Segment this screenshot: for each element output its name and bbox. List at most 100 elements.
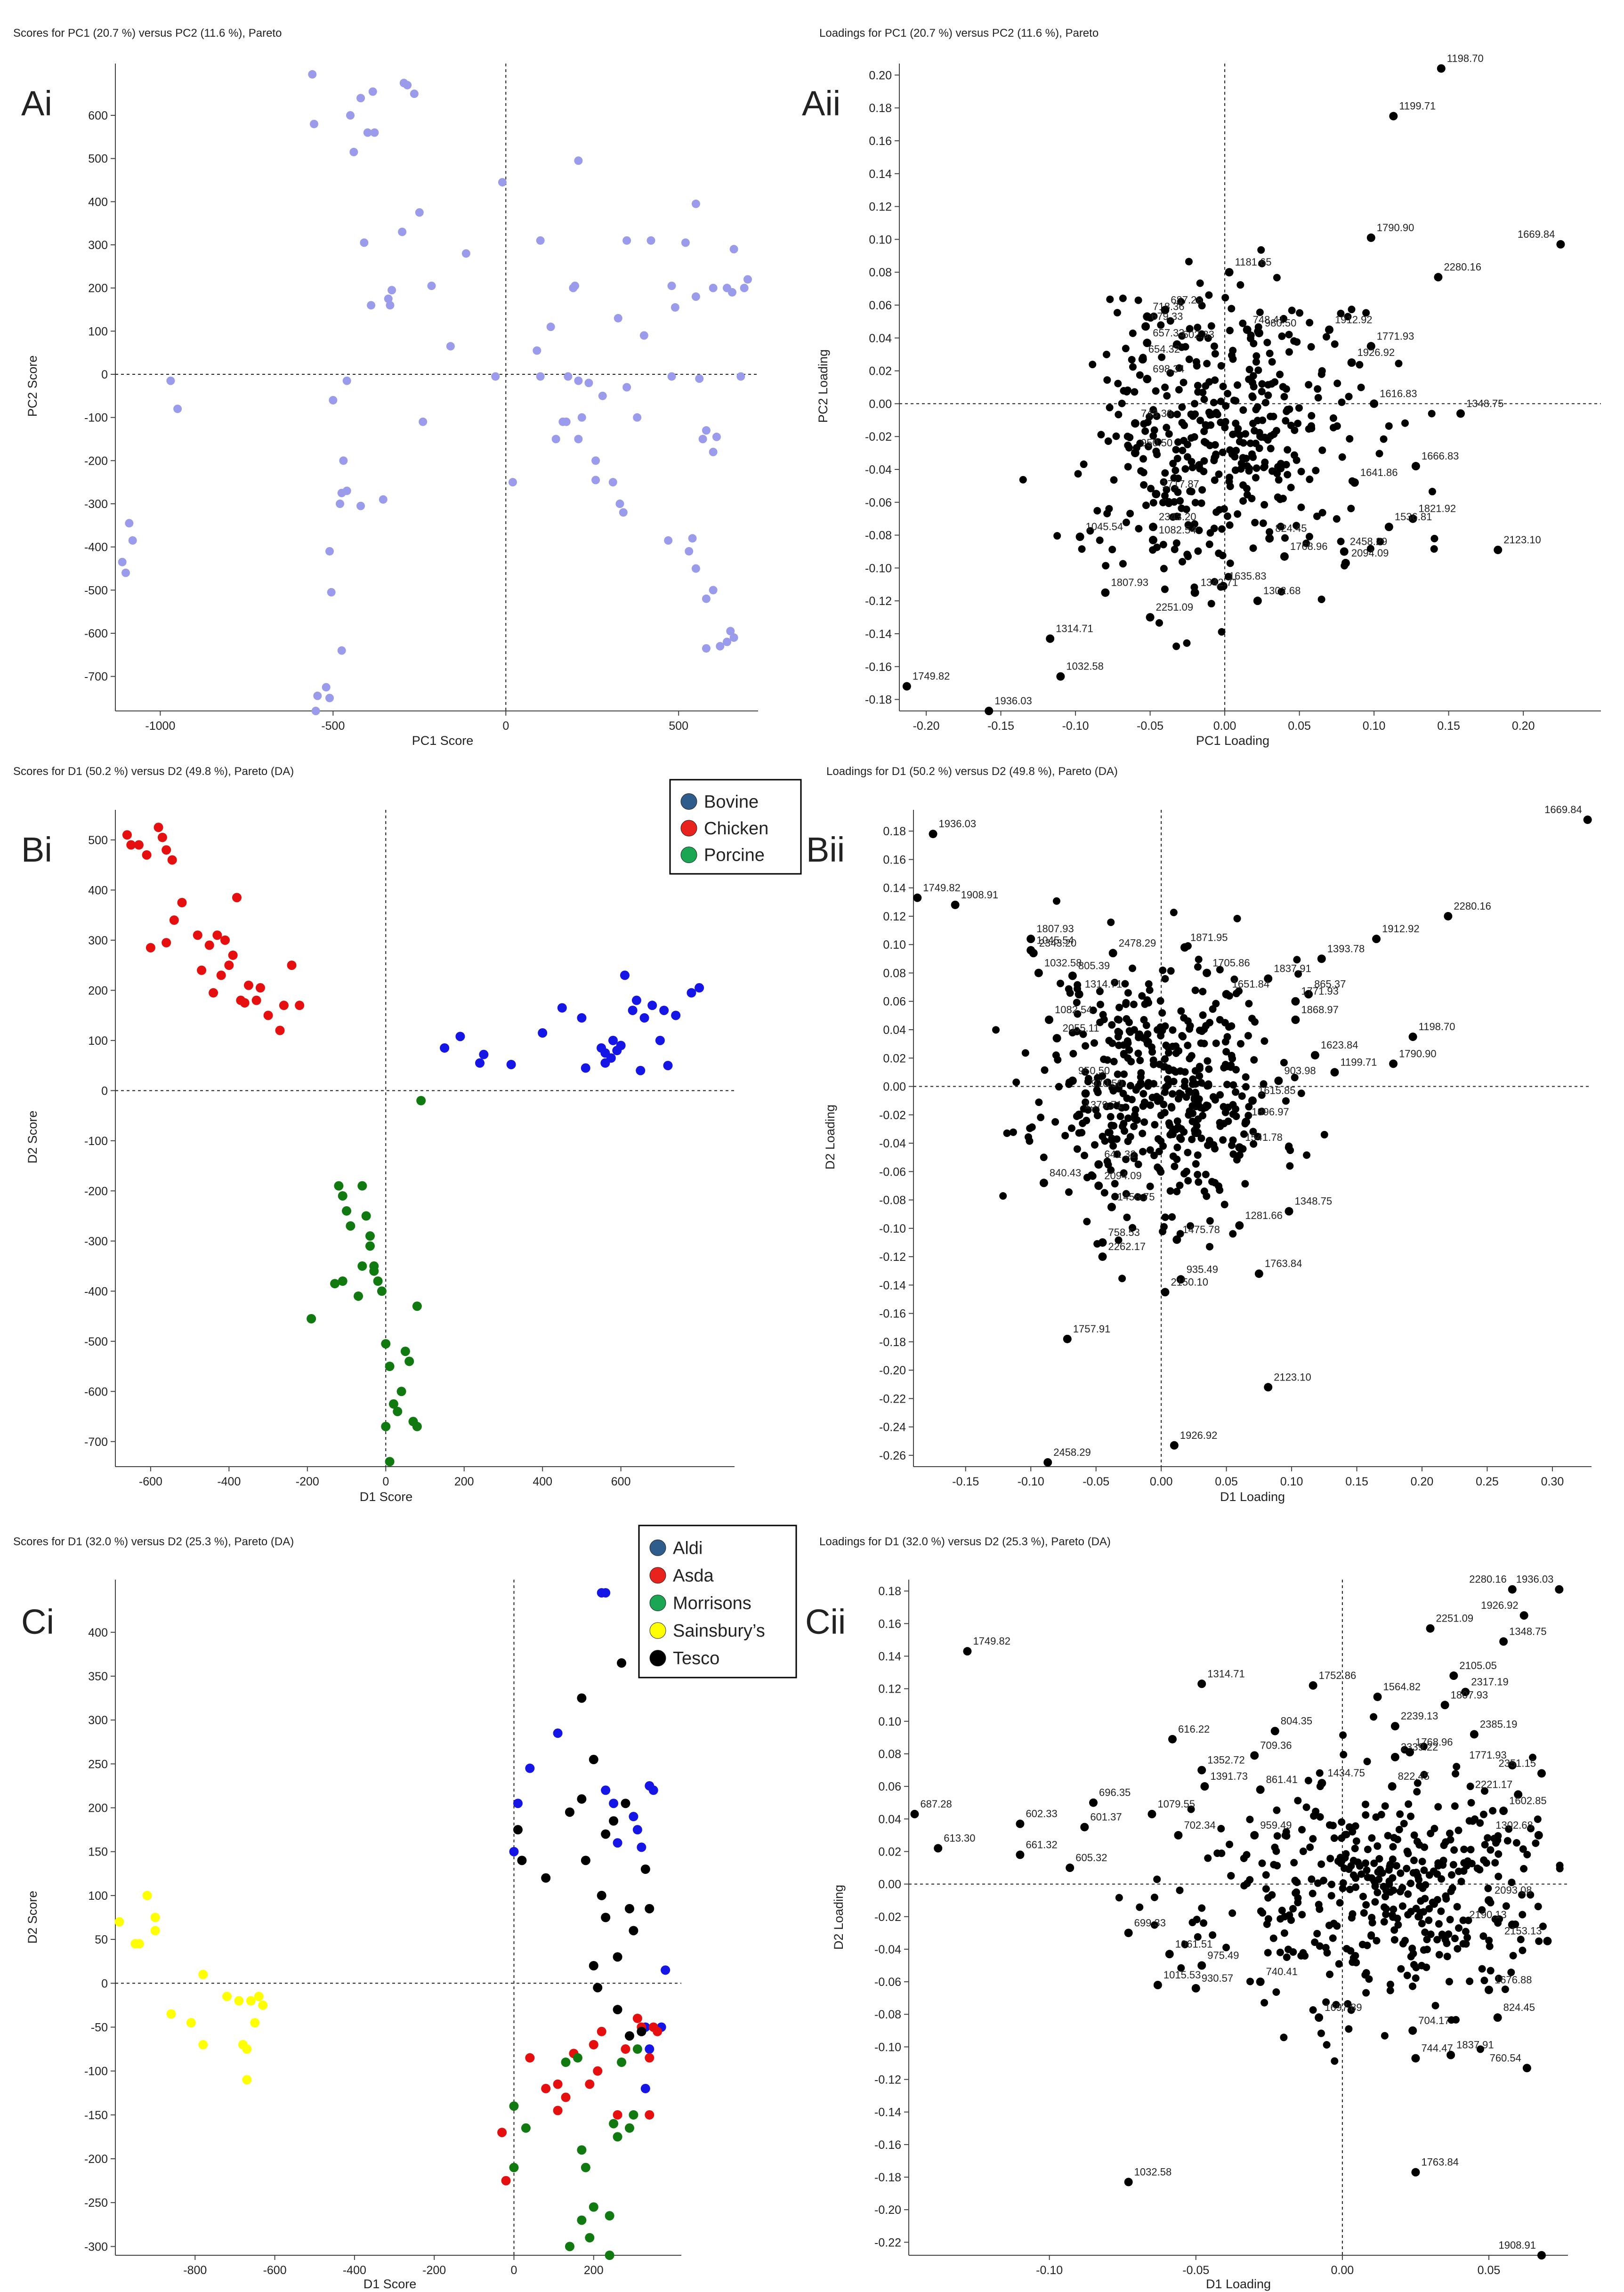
x-tick-label: 0.10 <box>1363 719 1386 733</box>
score-point-samples <box>691 199 700 208</box>
y-tick-label: -0.06 <box>879 1165 906 1178</box>
loading-point <box>1443 1953 1451 1961</box>
score-point-samples <box>311 707 320 715</box>
score-point-samples <box>736 372 745 381</box>
loading-point <box>1133 1116 1141 1124</box>
loading-point <box>1305 425 1313 433</box>
loading-point <box>1460 1867 1468 1875</box>
loading-point <box>1130 1154 1138 1162</box>
loading-point <box>1421 1843 1429 1851</box>
loading-point <box>1282 417 1290 425</box>
panel-aii: Loadings for PC1 (20.7 %) versus PC2 (11… <box>802 27 1601 748</box>
loading-point <box>1273 1862 1281 1870</box>
score-point-sainsburys <box>186 2018 196 2028</box>
x-tick-label: -0.10 <box>1062 719 1089 733</box>
loading-point <box>1065 1188 1073 1196</box>
loading-point <box>1335 1960 1343 1968</box>
loading-point <box>1248 450 1256 458</box>
legend-marker-asda <box>649 1567 666 1584</box>
loading-point <box>1283 1953 1291 1961</box>
loading-point <box>1333 422 1341 430</box>
loading-point <box>1118 399 1126 407</box>
point-label: 1763.84 <box>1265 1258 1302 1269</box>
loading-point <box>1302 539 1310 547</box>
loading-point <box>1143 1037 1151 1045</box>
score-point-samples <box>398 227 407 236</box>
loading-point <box>1140 481 1148 489</box>
loading-point <box>1102 562 1110 570</box>
labeled-loading-point <box>934 1844 943 1853</box>
loading-point <box>1210 525 1218 533</box>
loading-point <box>1134 1193 1142 1201</box>
y-axis-label: D2 Loading <box>823 1105 837 1170</box>
y-tick-label: -0.24 <box>879 1421 906 1434</box>
loading-point <box>1051 1118 1059 1126</box>
score-point-samples <box>667 282 676 291</box>
score-point-sainsburys <box>150 1913 160 1922</box>
point-label: 1045.54 <box>1086 521 1123 533</box>
point-label: 1348.75 <box>1466 397 1504 409</box>
loading-point <box>1141 427 1149 435</box>
loading-point <box>1157 1111 1165 1119</box>
loading-point <box>1161 1055 1169 1063</box>
y-tick-label: -0.12 <box>879 1251 906 1264</box>
labeled-loading-point <box>910 1809 919 1818</box>
loading-point <box>1142 1021 1150 1029</box>
loading-point <box>1176 1067 1184 1075</box>
loading-point <box>1124 463 1132 471</box>
loading-point <box>1119 560 1127 568</box>
y-tick-label: -50 <box>91 2021 108 2034</box>
loading-point <box>1294 420 1302 428</box>
loading-point <box>1222 1048 1230 1056</box>
loading-point <box>1170 474 1178 482</box>
loading-point <box>1297 503 1305 511</box>
score-point-samples <box>671 303 679 312</box>
loading-point <box>1457 1878 1465 1886</box>
point-label: 1082.54 <box>1159 524 1196 536</box>
loading-point <box>1467 1799 1475 1807</box>
loading-point <box>1124 1114 1132 1122</box>
loading-point <box>1224 1117 1232 1125</box>
y-tick-label: 300 <box>88 934 108 947</box>
point-label: 950.50 <box>1141 437 1172 449</box>
point-label: 661.32 <box>1026 1839 1057 1850</box>
x-tick-label: -600 <box>139 1475 162 1488</box>
loading-point <box>1251 518 1259 526</box>
loading-point <box>1380 1882 1388 1890</box>
labeled-loading-point <box>1056 672 1065 681</box>
score-point-porcine <box>334 1181 344 1191</box>
loading-point <box>1298 1826 1306 1834</box>
loading-point <box>1240 1855 1248 1863</box>
labeled-loading-point <box>1253 597 1262 605</box>
loading-point <box>1191 410 1199 418</box>
y-tick-label: -0.10 <box>874 2041 901 2054</box>
loading-point <box>1257 1907 1265 1915</box>
loading-point <box>1196 1026 1204 1034</box>
loading-point <box>1173 454 1181 462</box>
panel-label: Ai <box>21 84 52 123</box>
point-label: 1281.66 <box>1245 1210 1283 1221</box>
score-point-samples <box>591 476 600 484</box>
loading-point <box>1196 334 1204 342</box>
labeled-loading-point <box>1340 547 1349 556</box>
loading-point <box>1136 1057 1144 1065</box>
score-point-bovine <box>695 983 704 993</box>
score-point-bovine <box>620 970 630 980</box>
loading-point <box>1176 1181 1184 1189</box>
score-point-bovine <box>606 1053 616 1063</box>
loading-point <box>1486 1942 1494 1950</box>
score-point-morrisons <box>613 2132 622 2142</box>
loading-point <box>1149 406 1157 414</box>
y-tick-label: -150 <box>84 2109 108 2122</box>
score-point-samples <box>646 236 655 245</box>
point-label: 1926.92 <box>1357 347 1395 358</box>
loading-point <box>1172 467 1180 475</box>
loading-point <box>1495 1975 1503 1983</box>
y-tick-label: -0.14 <box>879 1279 906 1292</box>
score-point-chicken <box>193 930 202 940</box>
point-label: 950.50 <box>1078 1065 1110 1076</box>
loading-point <box>1331 340 1339 348</box>
score-point-tesco <box>640 1864 650 1874</box>
score-point-chicken <box>224 960 234 970</box>
loading-point <box>1161 469 1169 477</box>
